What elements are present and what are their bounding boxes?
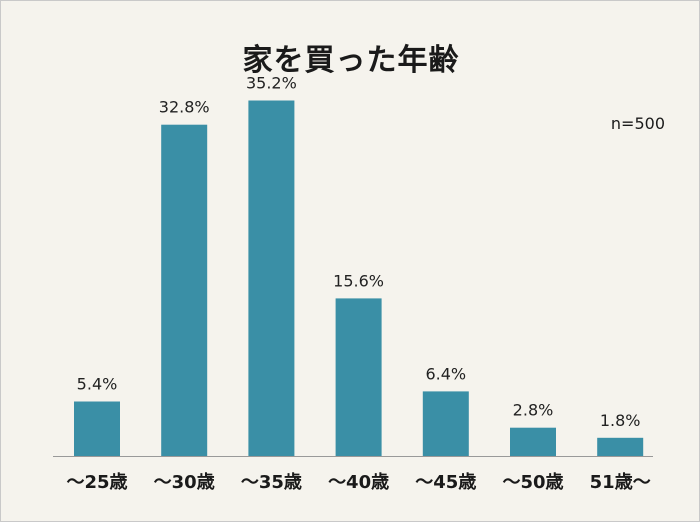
x-tick-label: ～50歳 (502, 472, 563, 493)
bar (248, 100, 295, 456)
bar (161, 124, 208, 456)
x-tick-label: ～45歳 (415, 472, 476, 493)
chart-title: 家を買った年齢 (242, 43, 460, 78)
x-tick-label: ～30歳 (154, 472, 215, 493)
bar (335, 298, 382, 456)
bar-value-label: 15.6% (333, 271, 384, 290)
x-tick-label: 51歳～ (590, 472, 651, 493)
bar (597, 437, 644, 456)
bar-value-label: 2.8% (513, 401, 554, 420)
bar (510, 427, 556, 456)
sample-size-note: n=500 (610, 114, 665, 133)
bar-value-label: 35.2% (246, 74, 297, 93)
x-tick-label: ～25歳 (66, 472, 127, 493)
bar-value-label: 6.4% (425, 364, 466, 383)
bar (74, 401, 120, 456)
bar-value-label: 5.4% (77, 375, 118, 394)
x-tick-label: ～40歳 (328, 472, 389, 493)
x-tick-label: ～35歳 (241, 472, 302, 493)
bar-value-label: 32.8% (159, 98, 210, 117)
bar (422, 391, 469, 456)
bar-value-label: 1.8% (600, 411, 641, 430)
